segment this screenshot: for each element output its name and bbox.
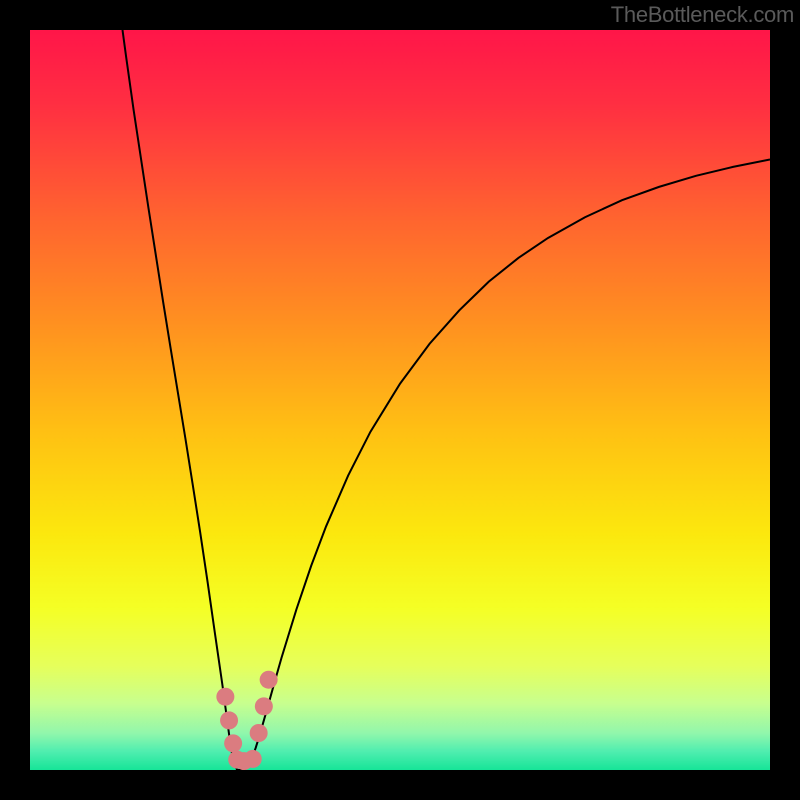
curve-marker xyxy=(250,724,268,742)
bottleneck-curve xyxy=(123,30,771,770)
curve-marker xyxy=(224,734,242,752)
watermark-text: TheBottleneck.com xyxy=(611,2,794,28)
markers-group xyxy=(216,671,277,770)
curve-marker xyxy=(220,711,238,729)
curve-marker xyxy=(216,688,234,706)
curve-marker xyxy=(260,671,278,689)
curve-marker xyxy=(255,697,273,715)
chart-svg xyxy=(30,30,770,770)
plot-area xyxy=(30,30,770,770)
curve-marker xyxy=(244,750,262,768)
